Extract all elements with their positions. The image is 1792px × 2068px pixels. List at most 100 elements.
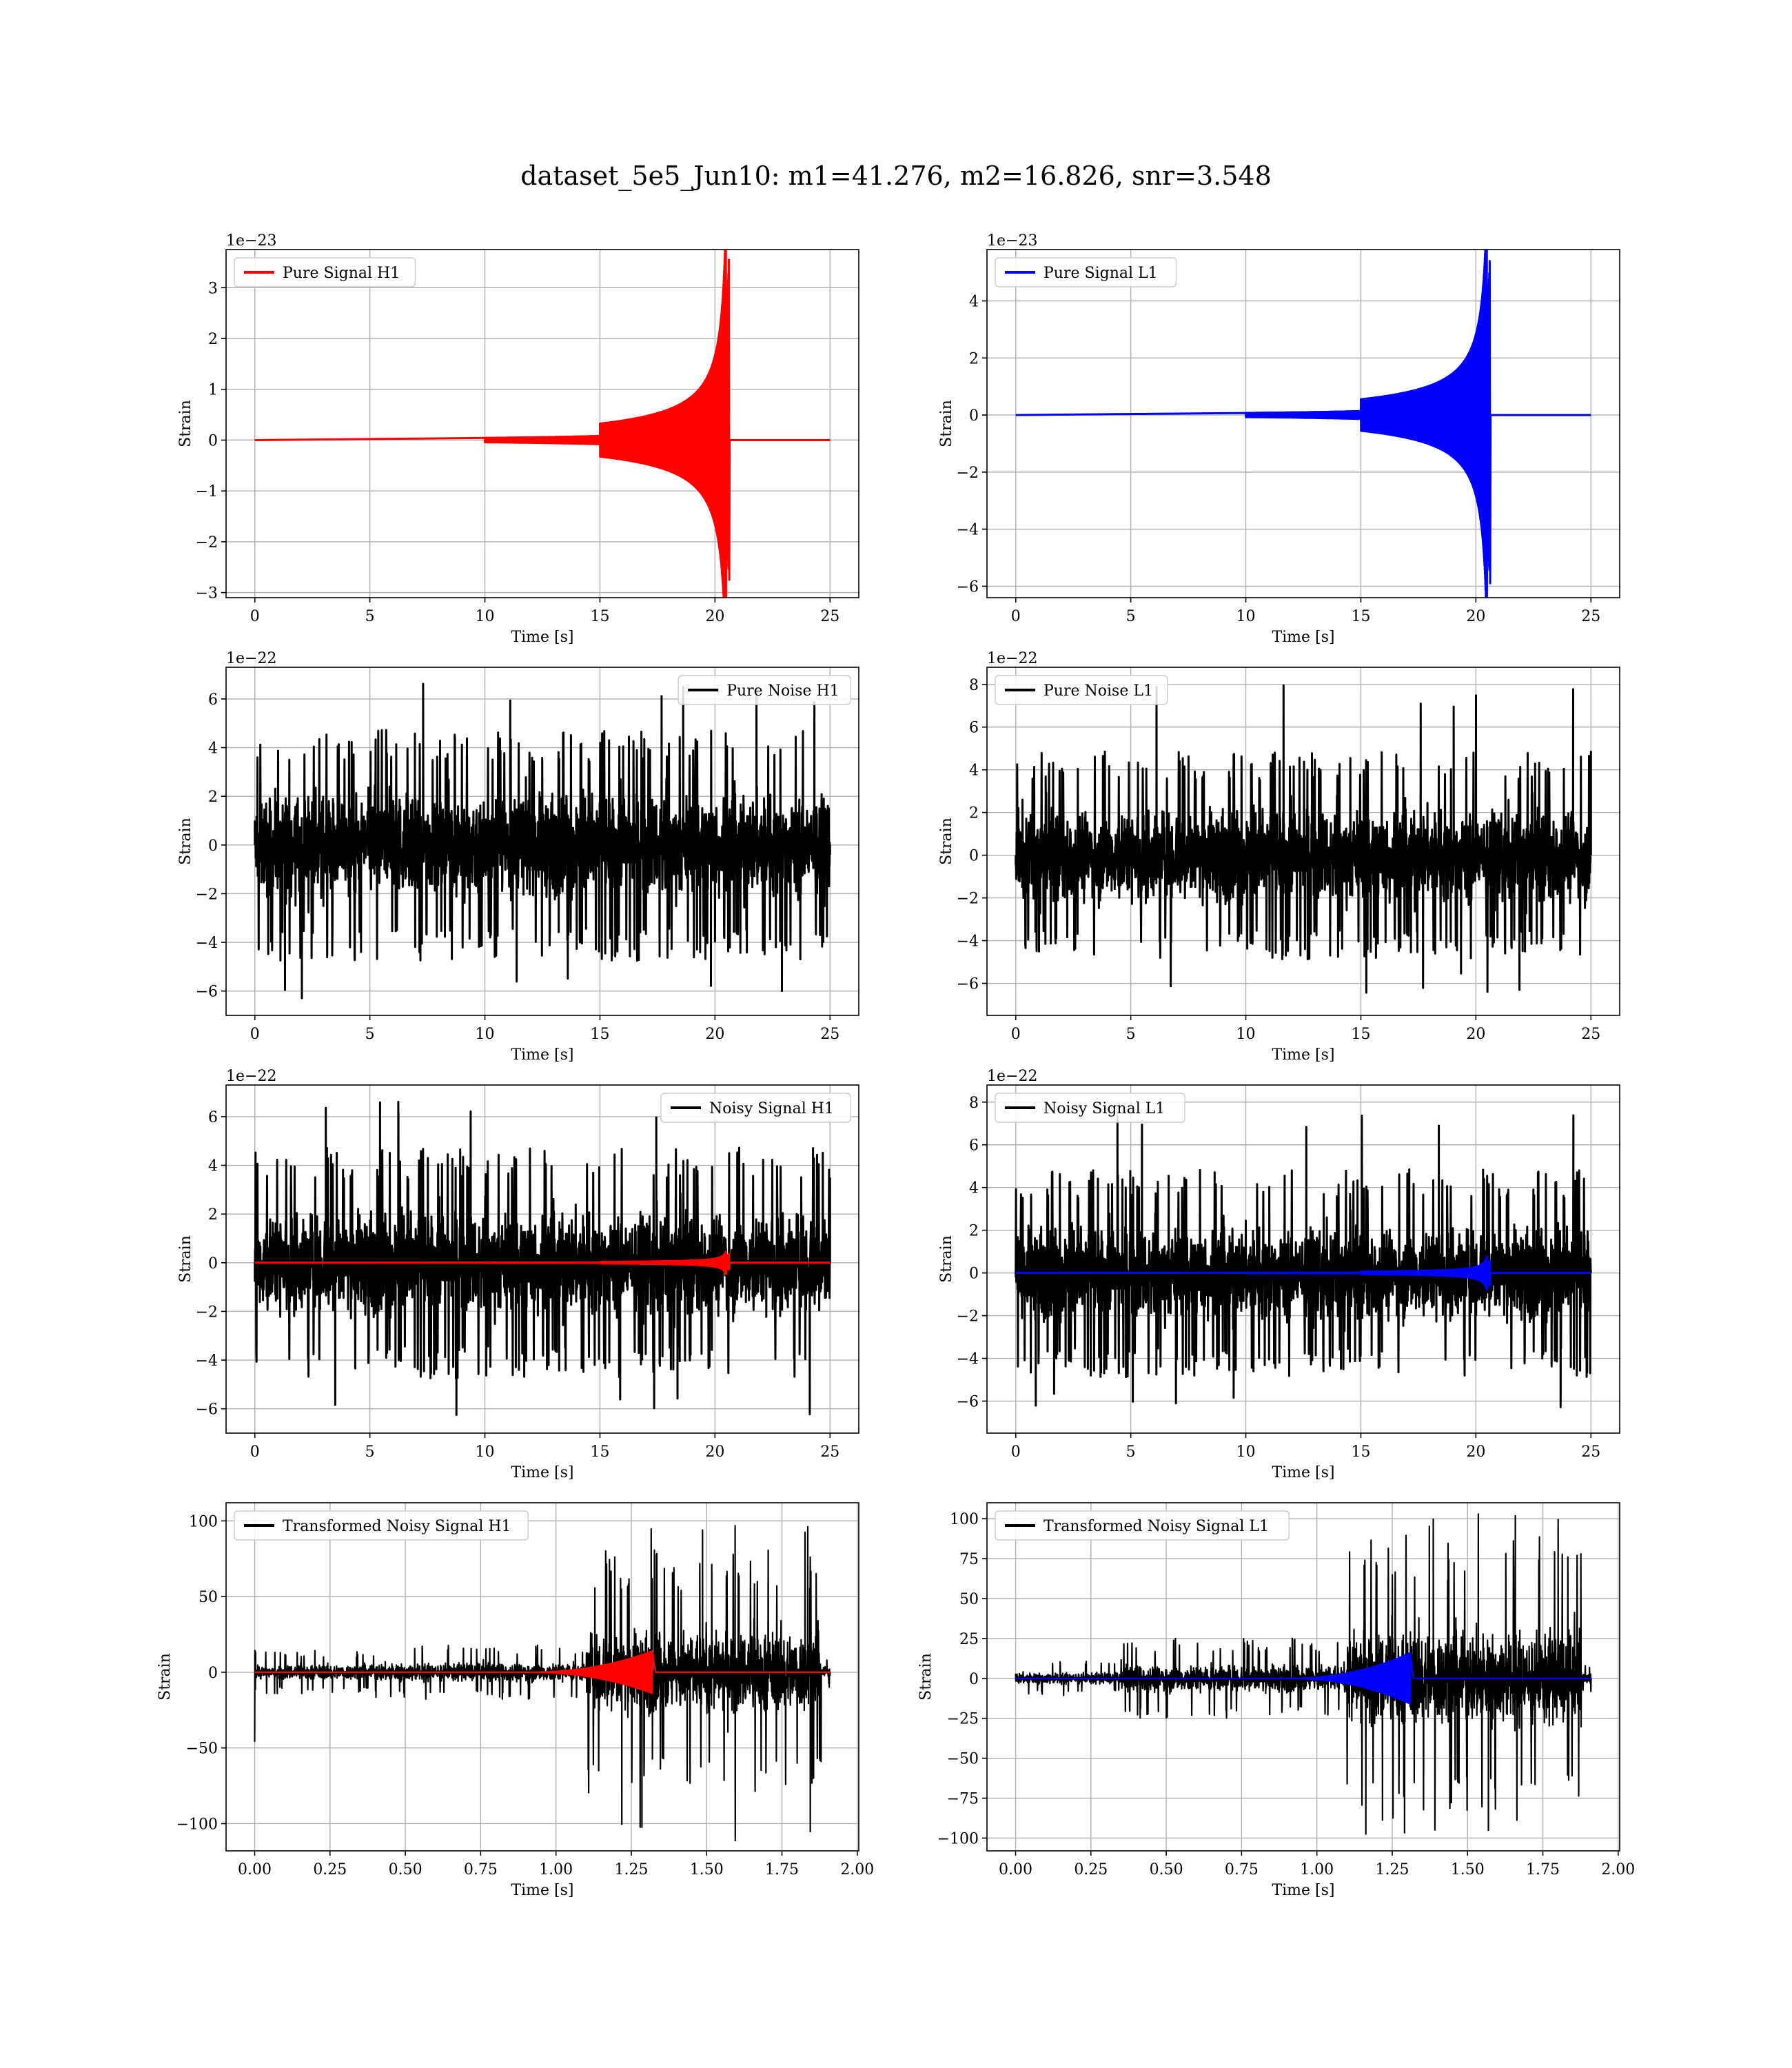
x-tick-label: 10	[476, 1026, 495, 1043]
legend: Transformed Noisy Signal H1	[234, 1510, 529, 1541]
x-axis-label: Time [s]	[1272, 629, 1334, 646]
axes-frame	[225, 667, 859, 1016]
y-tick-label: 6	[969, 1137, 979, 1155]
y-tick-label: −3	[196, 585, 218, 602]
y-tick-label: −2	[196, 1304, 218, 1321]
x-tick-label: 15	[590, 1443, 609, 1461]
y-tick-label: −100	[176, 1816, 218, 1833]
x-tick-label: 2.00	[1601, 1861, 1635, 1878]
x-tick-label: 20	[705, 1026, 724, 1043]
axes-frame	[986, 1502, 1620, 1852]
y-tick-label: 0	[208, 1665, 218, 1682]
plot-area	[226, 250, 859, 598]
x-tick-label: 5	[365, 608, 375, 625]
tick-labels: 0 5 10 15 20 25 −3 −2 −1 0 1 2 3	[196, 280, 840, 625]
subplot-transformed-noisy-signal-h1: 0.00 0.25 0.50 0.75 1.00 1.25 1.50 1.75 2.00 −100…	[156, 1502, 874, 1899]
axis-offset-text: 1e−22	[987, 650, 1037, 667]
series-group	[1015, 1513, 1592, 1835]
y-tick-label: 4	[208, 740, 218, 758]
axes-frame	[986, 1084, 1620, 1434]
y-axis-label: Strain	[938, 818, 955, 865]
x-tick-label: 5	[365, 1026, 375, 1043]
series-line	[254, 1100, 831, 1416]
y-tick-label: −1	[196, 483, 218, 500]
tick-labels: 0 5 10 15 20 25 −6 −4 −2 0 2 4 6	[196, 691, 840, 1043]
legend-entry-label: Pure Noise L1	[1043, 682, 1153, 700]
x-tick-label: 25	[1581, 1026, 1600, 1043]
y-tick-label: 0	[208, 432, 218, 449]
subplot-pure-signal-h1: 0 5 10 15 20 25 −3 −2 −1 0 1 2 3 Time [s] Strain 1e−23 P…	[177, 232, 859, 646]
subplot-noisy-signal-h1: 0 5 10 15 20 25 −6 −4 −2 0 2 4 6 Time [s] Strain 1e−22 N…	[177, 1068, 859, 1481]
y-tick-label: −2	[957, 465, 979, 482]
x-tick-label: 0	[250, 608, 260, 625]
legend: Noisy Signal H1	[660, 1093, 851, 1123]
y-tick-label: 25	[959, 1631, 979, 1648]
y-tick-label: −50	[186, 1741, 218, 1758]
x-tick-label: 5	[1126, 1026, 1136, 1043]
y-tick-label: −6	[196, 984, 218, 1001]
x-axis-label: Time [s]	[511, 1882, 573, 1899]
y-tick-label: 2	[969, 350, 979, 367]
x-tick-label: 5	[365, 1443, 375, 1461]
x-tick-label: 10	[1236, 608, 1256, 625]
legend: Transformed Noisy Signal L1	[995, 1510, 1290, 1541]
series-line	[254, 1250, 831, 1275]
x-tick-label: 20	[705, 608, 724, 625]
legend-box	[678, 675, 851, 705]
y-tick-label: 0	[969, 407, 979, 425]
axis-offset-text: 1e−23	[226, 232, 276, 250]
x-tick-label: 0	[250, 1443, 260, 1461]
x-tick-label: 0.25	[1074, 1861, 1108, 1878]
x-tick-label: 10	[476, 608, 495, 625]
y-axis-label: Strain	[177, 400, 194, 447]
y-tick-label: 2	[208, 1206, 218, 1224]
x-tick-label: 10	[476, 1443, 495, 1461]
axes-frame	[986, 667, 1620, 1016]
y-axis-label: Strain	[177, 818, 194, 865]
x-tick-label: 0	[1011, 1026, 1021, 1043]
y-axis-label: Strain	[156, 1653, 174, 1701]
series-group	[254, 1525, 831, 1842]
x-tick-label: 20	[1466, 608, 1485, 625]
y-tick-label: 8	[969, 677, 979, 694]
legend-entry-label: Pure Signal H1	[283, 265, 400, 282]
y-tick-label: −6	[957, 1394, 979, 1411]
y-tick-label: 0	[969, 1671, 979, 1688]
x-tick-label: 0.00	[238, 1861, 272, 1878]
x-tick-label: 1.00	[1300, 1861, 1334, 1878]
y-tick-label: 75	[959, 1551, 979, 1568]
tick-labels: 0 5 10 15 20 25 −6 −4 −2 0 2 4 6 8	[957, 1095, 1601, 1461]
series-group	[1015, 1114, 1592, 1408]
y-tick-label: 6	[208, 691, 218, 709]
axis-offset-text: 1e−22	[226, 1068, 276, 1085]
y-tick-label: −6	[196, 1401, 218, 1419]
x-tick-label: 15	[590, 1026, 609, 1043]
x-tick-label: 2.00	[840, 1861, 874, 1878]
y-tick-label: 6	[208, 1109, 218, 1126]
plot-area	[987, 250, 1620, 598]
y-tick-label: −25	[947, 1711, 979, 1728]
series-line	[254, 682, 831, 1000]
series-group	[254, 682, 831, 1000]
series-line	[1015, 684, 1592, 994]
y-tick-label: −4	[196, 935, 218, 952]
x-tick-label: 25	[820, 1026, 839, 1043]
x-axis-label: Time [s]	[1272, 1882, 1334, 1899]
y-tick-label: 2	[969, 1223, 979, 1240]
legend-entry-label: Noisy Signal H1	[709, 1100, 834, 1117]
series-group	[254, 250, 831, 598]
x-tick-label: 20	[1466, 1443, 1485, 1461]
y-tick-label: 8	[969, 1095, 979, 1112]
tick-labels: 0 5 10 15 20 25 −6 −4 −2 0 2 4	[957, 294, 1601, 625]
y-tick-label: 4	[969, 294, 979, 311]
y-tick-label: 4	[969, 762, 979, 780]
legend: Noisy Signal L1	[995, 1093, 1185, 1123]
y-tick-label: −2	[196, 534, 218, 551]
x-tick-label: 25	[820, 608, 839, 625]
x-axis-label: Time [s]	[511, 629, 573, 646]
y-tick-label: 2	[208, 331, 218, 348]
y-tick-label: −4	[196, 1352, 218, 1370]
axes-frame	[225, 249, 859, 598]
axis-offset-text: 1e−22	[987, 1068, 1037, 1085]
x-tick-label: 1.75	[765, 1861, 799, 1878]
